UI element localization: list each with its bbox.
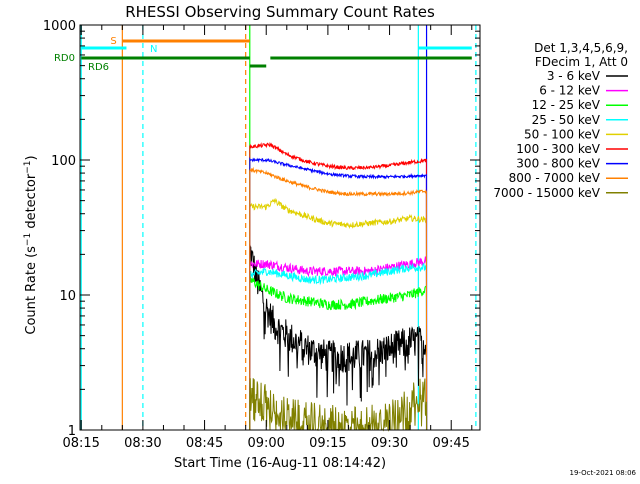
legend-entry-label: 50 - 100 keV — [524, 127, 601, 141]
y-axis-label: Count Rate (s−1 detector−1) — [23, 155, 39, 334]
series-line-6 — [249, 157, 428, 431]
series-line-3 — [249, 262, 428, 431]
x-axis-label: Start Time (16-Aug-11 08:14:42) — [174, 456, 386, 471]
flag-label-s: S — [110, 36, 116, 47]
y-axis-label-end: ) — [24, 155, 39, 160]
flag-label-rd0: RD0 — [54, 53, 75, 64]
chart-title: RHESSI Observing Summary Count Rates — [125, 3, 435, 21]
y-tick-label: 10 — [59, 289, 76, 304]
y-tick-label: 1000 — [43, 19, 76, 34]
plot-frame — [79, 24, 481, 431]
legend-entry-label: 6 - 12 keV — [539, 84, 601, 98]
legend-entry-label: 800 - 7000 keV — [509, 171, 601, 185]
y-tick-label: 100 — [51, 154, 76, 169]
series-line-4 — [249, 197, 428, 431]
legend-entry-label: 7000 - 15000 keV — [493, 186, 600, 200]
x-tick-label: 09:00 — [247, 436, 284, 451]
timestamp: 19-Oct-2021 08:06 — [570, 469, 637, 477]
legend-entry-label: 100 - 300 keV — [516, 142, 600, 156]
flag-label-n: N — [150, 44, 157, 55]
series-line-2 — [249, 273, 428, 431]
legend-header-line2: FDecim 1, Att 0 — [535, 55, 628, 69]
series-line-0 — [249, 243, 428, 431]
x-tick-label: 08:45 — [186, 436, 223, 451]
x-tick-label: 09:15 — [309, 436, 346, 451]
legend-entry-label: 25 - 50 keV — [532, 113, 601, 127]
series-line-7 — [249, 166, 428, 431]
y-axis-label-mid: detector — [24, 173, 39, 233]
y-tick-label: 1 — [68, 424, 76, 439]
x-tick-label: 08:15 — [62, 436, 99, 451]
legend: Det 1,3,4,5,6,9, FDecim 1, Att 0 3 - 6 k… — [493, 41, 628, 200]
y-axis-label-sup2: −1 — [23, 160, 33, 173]
legend-entry-label: 300 - 800 keV — [516, 157, 600, 171]
x-tick-label: 08:30 — [124, 436, 161, 451]
legend-header-line1: Det 1,3,4,5,6,9, — [534, 41, 628, 55]
series-line-5 — [249, 142, 428, 431]
y-axis-label-main: Count Rate (s — [24, 246, 39, 335]
legend-entry-label: 3 - 6 keV — [547, 69, 601, 83]
flag-label-rd6: RD6 — [88, 62, 109, 73]
x-tick-label: 09:30 — [371, 436, 408, 451]
legend-entry-label: 12 - 25 keV — [532, 98, 601, 112]
x-tick-label: 09:45 — [432, 436, 469, 451]
y-axis-label-sup1: −1 — [23, 233, 33, 246]
